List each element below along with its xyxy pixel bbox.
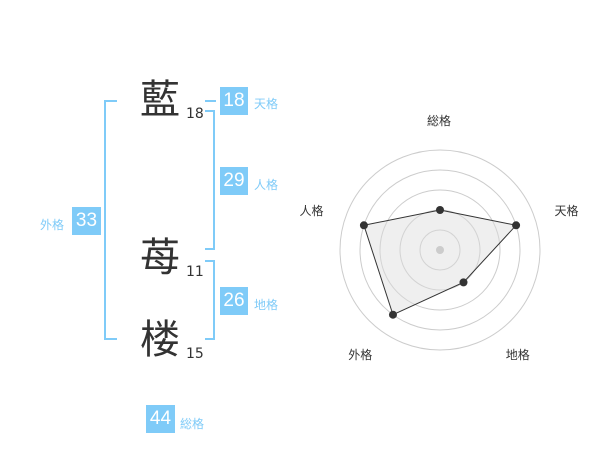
radar-axis-label: 外格 <box>348 347 373 362</box>
radar-point-2 <box>459 278 468 287</box>
tenkaku-value: 18 <box>220 87 248 115</box>
radar-area <box>363 209 518 316</box>
stroke-count-2: 11 <box>186 264 204 280</box>
gaikaku-label: 外格 <box>40 218 65 232</box>
radar-ring <box>379 189 501 311</box>
radar-axis-label: 地格 <box>505 347 530 362</box>
stroke-count-1: 18 <box>186 106 204 122</box>
radar-point-3 <box>388 310 397 319</box>
radar-point-0 <box>436 206 444 214</box>
soukaku-value: 44 <box>146 405 175 433</box>
radar-point-4 <box>359 221 368 230</box>
radar-center <box>436 246 444 254</box>
radar-ring <box>339 149 541 351</box>
radar-axis-label: 天格 <box>554 204 579 219</box>
radar-ring <box>359 169 521 331</box>
name-char-3: 楼 <box>140 317 180 363</box>
chikaku-value: 26 <box>220 287 248 315</box>
radar-axis-label: 人格 <box>299 204 324 219</box>
jinkaku-value: 29 <box>220 167 248 195</box>
tenkaku-label: 天格 <box>254 97 279 111</box>
tenkaku-bracket <box>205 100 216 102</box>
radar-axis-label: 総格 <box>427 114 452 128</box>
chikaku-label: 地格 <box>254 298 279 312</box>
radar-ring <box>419 229 461 271</box>
name-char-2: 苺 <box>140 235 180 281</box>
jinkaku-label: 人格 <box>254 178 279 192</box>
stroke-count-3: 15 <box>186 346 204 362</box>
soukaku-label: 総格 <box>180 417 205 431</box>
gaikaku-value: 33 <box>72 207 101 235</box>
radar-point-1 <box>512 221 521 230</box>
name-char-1: 藍 <box>140 77 180 123</box>
